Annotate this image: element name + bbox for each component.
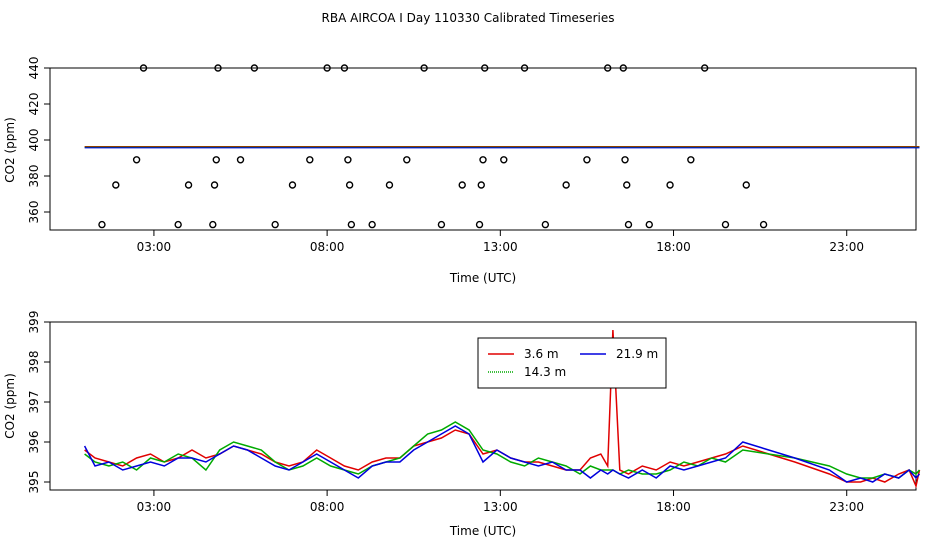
legend-label-3-6m: 3.6 m — [524, 347, 559, 361]
marker-point — [562, 181, 570, 189]
marker-point — [624, 220, 633, 229]
marker-point — [500, 156, 508, 164]
marker-point — [323, 64, 331, 72]
bottom-x-tick-label: 13:00 — [483, 500, 518, 514]
top-y-tick-label: 400 — [27, 129, 41, 152]
marker-point — [271, 220, 279, 229]
legend-label-14-3m: 14.3 m — [524, 365, 566, 379]
marker-point — [288, 181, 297, 189]
marker-point — [420, 64, 428, 72]
marker-point — [604, 64, 612, 72]
bottom-y-tick-label: 397 — [27, 391, 41, 414]
bottom-x-tick-label: 18:00 — [656, 500, 691, 514]
bottom-y-tick-label: 395 — [27, 471, 41, 494]
bottom-x-tick-label: 08:00 — [310, 500, 345, 514]
marker-point — [477, 181, 485, 189]
bottom-x-axis-label: Time (UTC) — [449, 524, 516, 538]
bottom-y-axis-label: CO2 (ppm) — [3, 373, 17, 439]
bottom-y-ticks: 395 396 397 398 399 — [27, 311, 50, 494]
marker-point — [236, 156, 245, 164]
top-markers — [98, 64, 768, 229]
top-x-tick-label: 13:00 — [483, 240, 518, 254]
top-y-tick-label: 360 — [27, 201, 41, 224]
marker-point — [687, 156, 695, 164]
marker-point — [212, 156, 220, 164]
marker-point — [132, 156, 141, 164]
marker-point — [306, 156, 314, 164]
bottom-series — [83, 329, 921, 489]
bottom-panel: Time (UTC) CO2 (ppm) 03:00 08:00 13:00 18:0… — [3, 311, 921, 538]
legend-label-21-9m: 21.9 m — [616, 347, 658, 361]
marker-point — [623, 181, 631, 189]
marker-point — [619, 64, 627, 72]
top-series-lines — [84, 146, 920, 149]
top-y-tick-label: 440 — [27, 57, 41, 80]
bottom-y-tick-label: 396 — [27, 431, 41, 454]
bottom-plot-box — [49, 321, 917, 491]
top-y-tick-label: 420 — [27, 93, 41, 116]
marker-point — [98, 220, 106, 229]
marker-point — [481, 64, 489, 72]
top-y-ticks: 360 380 400 420 440 — [27, 57, 50, 224]
marker-point — [479, 156, 487, 164]
marker-point — [458, 181, 466, 189]
bottom-x-tick-label: 03:00 — [137, 500, 172, 514]
legend-box — [477, 337, 667, 389]
marker-point — [403, 156, 411, 164]
marker-point — [645, 220, 653, 229]
top-panel: Time (UTC) CO2 (ppm) 03:00 08:00 13:00 18:0… — [3, 57, 920, 285]
top-x-tick-label: 03:00 — [137, 240, 172, 254]
marker-point — [475, 220, 484, 229]
top-y-tick-label: 380 — [27, 165, 41, 188]
marker-point — [541, 220, 550, 229]
marker-point — [209, 220, 217, 229]
series-line-21-9-m — [83, 425, 921, 483]
top-x-tick-label: 18:00 — [656, 240, 691, 254]
marker-point — [742, 181, 750, 189]
marker-point — [345, 181, 354, 189]
marker-point — [344, 156, 352, 164]
bottom-y-tick-label: 399 — [27, 311, 41, 334]
marker-point — [700, 64, 709, 72]
top-plot-box — [49, 67, 917, 231]
bottom-x-ticks: 03:00 08:00 13:00 18:00 23:00 — [137, 490, 864, 514]
marker-point — [621, 156, 629, 164]
marker-point — [385, 181, 394, 189]
marker-point — [250, 64, 259, 72]
legend: 3.6 m 14.3 m 21.9 m — [477, 337, 667, 389]
marker-point — [721, 220, 730, 229]
marker-point — [340, 64, 349, 72]
top-x-axis-label: Time (UTC) — [449, 271, 516, 285]
bottom-y-tick-label: 398 — [27, 351, 41, 374]
marker-point — [184, 181, 193, 189]
top-y-axis-label: CO2 (ppm) — [3, 117, 17, 183]
marker-point — [210, 181, 219, 189]
marker-point — [437, 220, 446, 229]
marker-point — [347, 220, 356, 229]
marker-point — [520, 64, 529, 72]
bottom-x-tick-label: 23:00 — [829, 500, 864, 514]
marker-point — [368, 220, 376, 229]
marker-point — [583, 156, 591, 164]
figure-title: RBA AIRCOA I Day 110330 Calibrated Times… — [322, 11, 615, 25]
marker-point — [139, 64, 148, 72]
marker-point — [174, 220, 182, 229]
marker-point — [759, 220, 768, 229]
top-x-tick-label: 08:00 — [310, 240, 345, 254]
top-x-ticks: 03:00 08:00 13:00 18:00 23:00 — [137, 230, 864, 254]
series-line-14-3-m — [84, 421, 921, 479]
marker-point — [214, 64, 222, 72]
marker-point — [666, 181, 674, 189]
marker-point — [112, 181, 120, 189]
top-x-tick-label: 23:00 — [829, 240, 864, 254]
